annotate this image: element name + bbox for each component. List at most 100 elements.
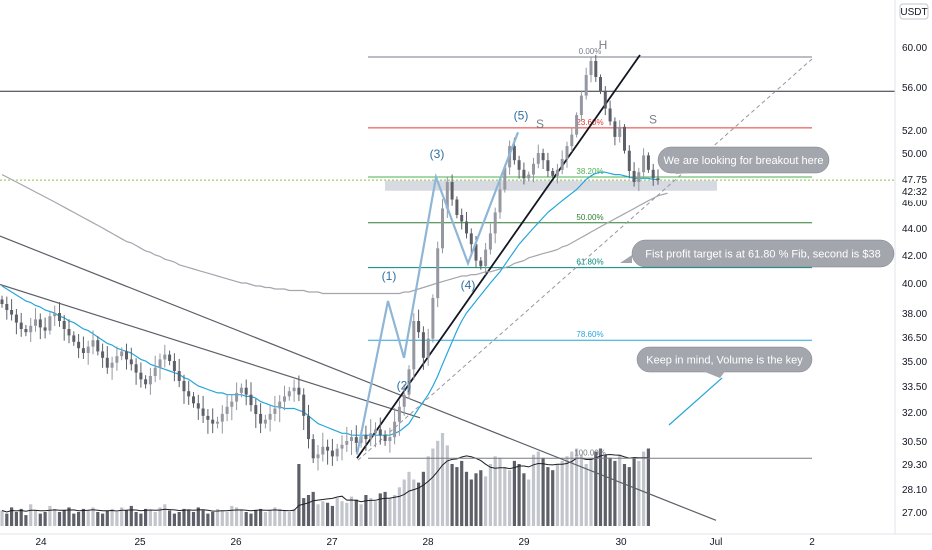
- candle-body: [469, 233, 473, 245]
- candle-body: [273, 408, 277, 414]
- candle-body: [517, 160, 521, 170]
- volume-bar: [369, 498, 373, 526]
- candle: [326, 439, 330, 465]
- fib-level-label: 38.20%: [576, 167, 603, 176]
- candle-body: [163, 354, 167, 360]
- callout-text: Keep in mind, Volume is the key: [646, 355, 803, 367]
- candle-body: [441, 208, 444, 249]
- candle-body: [48, 316, 52, 331]
- volume-bar: [96, 512, 100, 526]
- candle-body: [522, 169, 526, 179]
- callout-note: Fist profit target is at 61.80 % Fib, se…: [620, 239, 895, 268]
- candle-body: [546, 160, 550, 171]
- candle: [139, 362, 143, 388]
- candle-body: [527, 174, 531, 179]
- date-tick-label: 27: [326, 537, 338, 548]
- candle-body: [182, 381, 186, 392]
- price-tick-label: 28.10: [902, 485, 927, 496]
- candle: [450, 174, 454, 206]
- callout-arrow-line: [668, 377, 723, 426]
- volume-bar: [220, 510, 224, 526]
- candle-body: [551, 171, 555, 176]
- volume-bar: [527, 479, 531, 526]
- volume-bar: [421, 471, 425, 527]
- trend-lines[interactable]: [0, 54, 813, 521]
- volume-bar: [546, 467, 550, 526]
- candle: [67, 319, 71, 344]
- elliott-wave-path: [355, 131, 520, 455]
- candle-body: [594, 61, 598, 77]
- candle-body: [134, 364, 138, 373]
- candle-body: [91, 340, 95, 347]
- date-tick-label: 26: [230, 537, 242, 548]
- elliott-wave[interactable]: (1) (2) (3) (4) (5) S H S: [355, 38, 657, 455]
- fib-level-label: 0.00%: [579, 47, 602, 56]
- volume-bar: [560, 460, 564, 526]
- candle-body: [139, 372, 143, 380]
- volume-bar: [531, 454, 536, 526]
- volume-bar: [158, 507, 162, 526]
- fib-level-label: 78.60%: [576, 330, 603, 339]
- volume-bar: [445, 445, 449, 526]
- volume-bar: [249, 513, 253, 526]
- candle: [570, 127, 574, 152]
- head-shoulders-label: S: [649, 113, 657, 127]
- volume-bar: [191, 512, 196, 526]
- volume-bar: [91, 507, 95, 526]
- fib-retracement[interactable]: 0.00% 23.60% 38.20% 50.00% 61.80% 78.60% 100.0…: [0, 47, 895, 459]
- volume-bar: [177, 512, 181, 526]
- candle: [560, 150, 564, 175]
- volume-bar: [484, 476, 488, 526]
- candle: [115, 346, 119, 371]
- candle-body: [354, 437, 358, 443]
- volume-bar: [292, 508, 296, 526]
- candle-body: [14, 314, 18, 323]
- countdown-tag: 42:32: [902, 187, 927, 198]
- candle: [383, 430, 387, 446]
- candle: [421, 326, 425, 370]
- price-tick-label: 27.00: [902, 508, 927, 519]
- candle: [163, 344, 167, 368]
- volume-bar: [426, 456, 430, 527]
- candle: [105, 346, 109, 374]
- volume-bar: [134, 512, 138, 526]
- candle: [268, 405, 272, 432]
- volume-bar: [24, 515, 28, 526]
- volume-bar: [618, 454, 622, 526]
- volume-bars: [0, 433, 650, 527]
- volume-bar: [440, 433, 445, 526]
- candle-body: [53, 313, 57, 317]
- candle-body: [316, 454, 320, 459]
- annotations[interactable]: We are looking for breakout here Fist pro…: [620, 146, 895, 426]
- volume-bar: [589, 457, 593, 526]
- candle: [651, 163, 655, 186]
- candle: [393, 408, 397, 445]
- candle-body: [67, 329, 71, 336]
- candle: [259, 403, 263, 434]
- candle-body: [397, 406, 401, 422]
- candle: [81, 336, 85, 359]
- candle: [148, 367, 152, 395]
- candle-body: [488, 233, 492, 250]
- volume-bar: [474, 473, 478, 526]
- candle-body: [326, 446, 330, 451]
- candle: [608, 100, 612, 126]
- candle: [192, 392, 195, 408]
- candle-body: [536, 153, 540, 164]
- descending-trend-line: [0, 283, 421, 419]
- volume-bar: [508, 470, 512, 526]
- candle-body: [58, 313, 61, 321]
- candle-body: [38, 319, 42, 328]
- candle: [110, 356, 114, 380]
- volume-bar: [383, 491, 387, 526]
- candle-body: [579, 95, 583, 115]
- candle-body: [503, 167, 507, 190]
- candle-body: [498, 189, 502, 213]
- wave-label: (5): [514, 108, 529, 122]
- candle: [551, 168, 555, 179]
- candle: [613, 117, 617, 146]
- candle: [388, 427, 392, 453]
- callout-text: Fist profit target is at 61.80 % Fib, se…: [645, 249, 880, 261]
